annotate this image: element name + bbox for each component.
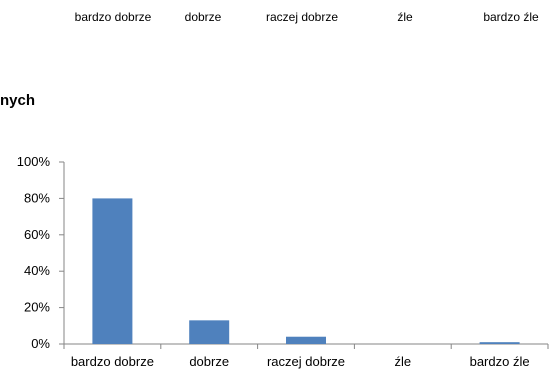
chart-heading: nych: [0, 92, 36, 109]
y-tick-label: 0%: [31, 336, 50, 351]
x-tick-label: bardzo dobrze: [71, 354, 154, 369]
y-tick-label: 60%: [24, 227, 50, 242]
bar: [479, 342, 520, 344]
bar: [286, 336, 326, 344]
y-tick-label: 100%: [17, 154, 51, 169]
x-tick-label: bardzo źle: [470, 354, 530, 369]
y-tick-label: 20%: [24, 300, 50, 315]
x-tick-label: źle: [394, 354, 411, 369]
y-tick-label: 80%: [24, 190, 50, 205]
top-category-strip: bardzo dobrze dobrze raczej dobrze źle b…: [0, 0, 556, 28]
bar: [92, 198, 133, 344]
top-label-2: dobrze: [184, 10, 222, 24]
top-label-5: bardzo źle: [483, 10, 539, 24]
top-label-3: raczej dobrze: [265, 10, 339, 24]
y-tick-label: 40%: [24, 263, 50, 278]
top-label-1: bardzo dobrze: [74, 10, 152, 24]
bar: [189, 320, 230, 344]
x-tick-label: raczej dobrze: [267, 354, 345, 369]
top-label-4: źle: [397, 10, 413, 24]
x-tick-label: dobrze: [189, 354, 229, 369]
